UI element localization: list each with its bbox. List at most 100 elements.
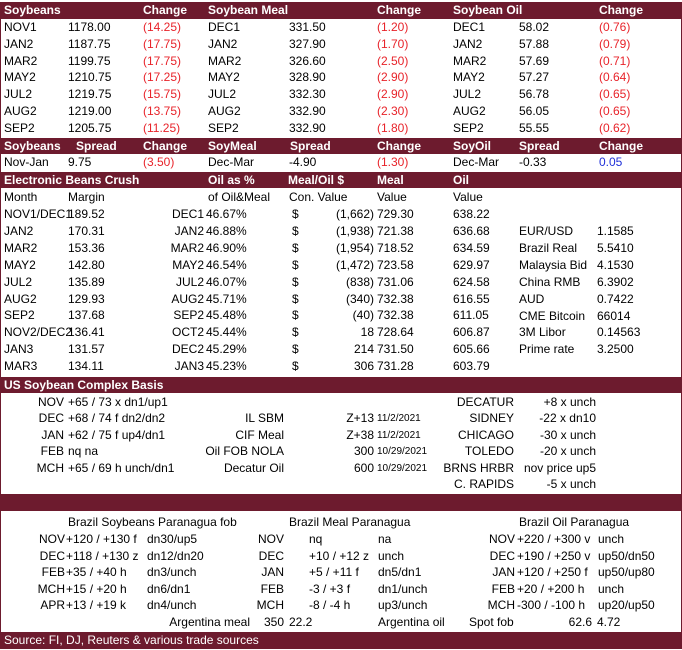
meal-change: (2.90) <box>377 87 409 102</box>
meal-change: (1.70) <box>377 36 409 51</box>
market-value: 1.1585 <box>597 224 634 238</box>
market-value: 0.14563 <box>597 325 641 340</box>
market-label: China RMB <box>519 274 581 289</box>
oil-change: (0.62) <box>599 120 631 135</box>
crush-con-value: 18 <box>360 325 374 340</box>
brazil-meal-change: dn1/unch <box>378 581 428 596</box>
crush-oil-pct: 46.90% <box>206 240 247 255</box>
crush-oil-value: 638.22 <box>453 207 490 221</box>
crush-oil-value: 629.97 <box>453 257 490 272</box>
soy-change: (17.75) <box>143 36 182 51</box>
crush-con-value: (40) <box>352 308 374 323</box>
soy-change: (13.75) <box>143 104 182 118</box>
spread-soy-change: (3.50) <box>143 155 175 169</box>
crush-oil-value: 611.05 <box>453 308 489 323</box>
basis-location: SIDNEY <box>469 411 514 426</box>
crush-con-value: 214 <box>353 342 374 357</box>
spread-header-soybeans: Soybeans <box>4 139 61 153</box>
crush-oil-month: DEC1 <box>171 207 204 221</box>
brazil-oil-month: FEB <box>491 581 515 596</box>
meal-month: SEP2 <box>208 120 239 135</box>
brazil-meal-change: dn5/dn1 <box>378 565 422 580</box>
brazil-meal-month: MCH <box>256 598 284 613</box>
brazil-oil-basis: +190 / +250 v <box>517 548 591 563</box>
crush-month: JUL2 <box>4 274 33 289</box>
crush-meal-value: 731.50 <box>377 342 414 357</box>
futures-header-soybeans: Soybeans <box>4 3 61 17</box>
spread-header-band <box>0 138 682 154</box>
crush-con-value: (1,938) <box>335 223 374 238</box>
meal-month: MAY2 <box>208 70 240 85</box>
meal-change: (1.80) <box>377 120 409 135</box>
market-label: Brazil Real <box>519 240 578 255</box>
brazil-meal-basis: nq <box>309 532 323 546</box>
meal-month: JAN2 <box>208 36 238 51</box>
crush-oil-pct: 45.23% <box>206 359 247 374</box>
oil-change: (0.79) <box>599 36 631 51</box>
crush-oil-month: OCT2 <box>171 325 204 340</box>
crush-oil-value: 603.79 <box>453 359 490 374</box>
spot-fob-label: Spot fob <box>469 615 514 629</box>
brazil-meal-change: unch <box>378 548 405 563</box>
basis-month: DEC <box>38 411 64 426</box>
crush-header-oil-pct: Oil as % <box>208 173 255 187</box>
spread-oil-month: Dec-Mar <box>453 155 500 169</box>
basis-location-value: -30 x unch <box>539 427 596 442</box>
divider-band <box>0 494 682 511</box>
meal-change: (2.30) <box>377 104 409 118</box>
crush-oil-month: MAR2 <box>170 240 204 255</box>
crush-month: SEP2 <box>4 308 35 323</box>
basis-month: JAN <box>41 427 64 442</box>
crush-col-con-value: Con. Value <box>289 190 348 204</box>
crush-header-oil: Oil <box>453 173 470 187</box>
soy-price: 1219.75 <box>68 87 112 102</box>
market-label: 3M Libor <box>519 325 566 340</box>
crush-dollar: $ <box>292 257 299 272</box>
argentina-meal-change: 22.2 <box>289 615 313 629</box>
crush-oil-month: MAY2 <box>172 257 204 272</box>
market-value: 5.5410 <box>597 240 634 255</box>
crush-month: MAR2 <box>4 240 38 255</box>
crush-oil-pct: 45.44% <box>206 325 247 340</box>
futures-header-change: Change <box>377 3 422 17</box>
brazil-soy-month: MCH <box>37 581 65 596</box>
basis-value: +68 / 74 f dn2/dn2 <box>68 411 166 426</box>
meal-month: MAR2 <box>208 53 242 68</box>
crush-margin: 142.80 <box>68 257 105 272</box>
crush-oil-value: 634.59 <box>453 240 490 255</box>
crush-meal-value: 718.52 <box>377 240 414 255</box>
crush-meal-value: 729.30 <box>377 207 414 221</box>
meal-change: (2.90) <box>377 70 409 85</box>
basis-date: 10/29/2021 <box>377 462 428 474</box>
soy-month: JAN2 <box>4 36 34 51</box>
brazil-oil-change: up50/up80 <box>598 565 655 580</box>
market-label: Prime rate <box>519 342 575 357</box>
crush-dollar: $ <box>292 223 299 238</box>
basis-title: US Soybean Complex Basis <box>4 378 164 392</box>
spread-oil-change: 0.05 <box>599 155 623 169</box>
meal-month: DEC1 <box>208 20 241 34</box>
brazil-oil-basis: +220 / +300 v <box>517 532 591 546</box>
meal-price: 326.60 <box>289 53 326 68</box>
crush-dollar: $ <box>292 342 299 357</box>
brazil-soy-title: Brazil Soybeans Paranagua fob <box>68 515 237 529</box>
brazil-soy-month: DEC <box>39 548 65 563</box>
basis-location-value: nov price up5 <box>523 460 596 475</box>
market-value: 66014 <box>597 308 631 323</box>
oil-change: (0.64) <box>599 70 631 85</box>
crush-oil-month: DEC2 <box>171 342 204 357</box>
crush-oil-value: 605.66 <box>453 342 490 357</box>
spread-header-spread: Spread <box>519 139 560 153</box>
basis-product: IL SBM <box>245 411 284 426</box>
spread-meal-month: Dec-Mar <box>208 155 255 169</box>
brazil-meal-basis: -3 / +3 f <box>309 581 351 596</box>
soy-month: SEP2 <box>4 120 35 135</box>
soy-change: (14.25) <box>143 20 182 34</box>
crush-con-value: (1,472) <box>335 257 374 272</box>
basis-value: +65 / 69 h unch/dn1 <box>68 460 175 475</box>
crush-margin: 131.57 <box>68 342 105 357</box>
crush-oil-month: JAN3 <box>174 359 204 374</box>
brazil-soy-basis: +118 / +130 z <box>66 548 139 563</box>
futures-header-soyoil: Soybean Oil <box>453 3 523 17</box>
crush-oil-pct: 46.88% <box>206 223 247 238</box>
